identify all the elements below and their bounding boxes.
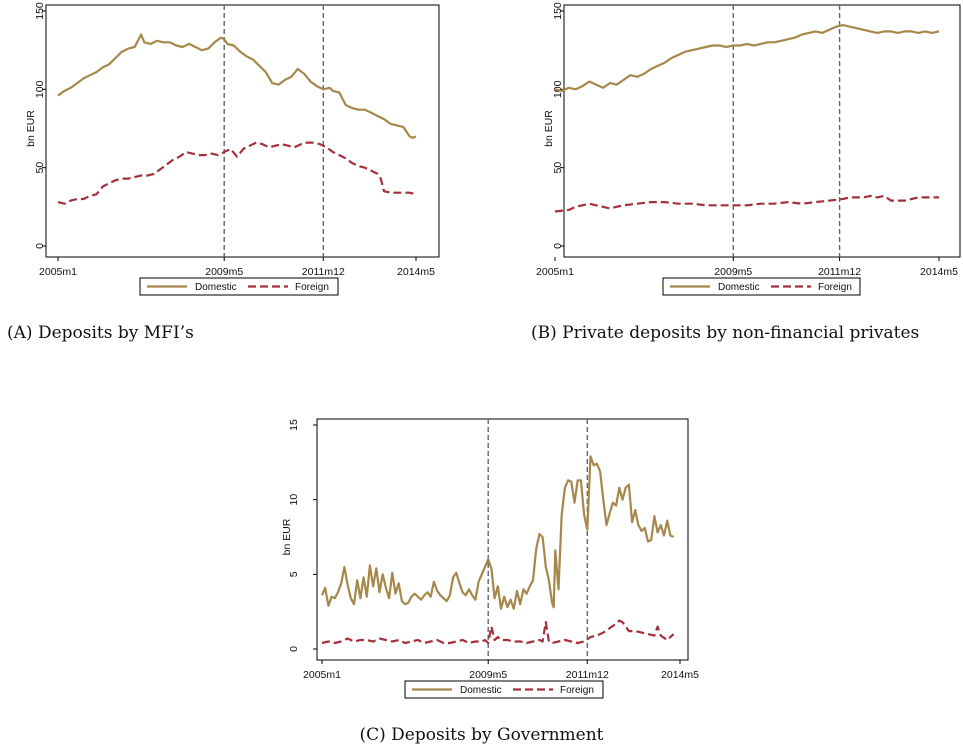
legend-label-domestic-c: Domestic [460,685,502,696]
chart-c-svg: 0 5 10 15 bn EUR 2005m1 2009m5 2011m12 2014m5 Dom… [281,418,699,699]
x-tick-label-b-0: 2005m1 [536,266,574,278]
legend-c: Domestic Foreign [404,680,604,699]
chart-panel-b: 0 50 100 150 bn EUR 2005m1 2009m5 2011m12 2014m5… [522,0,963,300]
legend-label-foreign-b: Foreign [818,282,852,293]
series-line-b-domestic [554,24,940,92]
plot-area-a [45,4,440,258]
caption-b-text: Private deposits by non-financial privat… [562,323,920,343]
x-tick-label-a-1: 2009m5 [205,266,243,278]
caption-a-label: (A) [7,323,33,343]
caption-b-label: (B) [531,323,557,343]
legend-b: Domestic Foreign [662,277,861,296]
caption-a: (A) Deposits by MFI’s [7,321,447,346]
series-line-c-domestic [320,455,675,610]
y-tick-label-c-3: 15 [288,419,300,431]
caption-c: (C) Deposits by Government [0,723,963,748]
y-tick-label-a-3: 150 [34,2,46,20]
y-tick-label-c-2: 10 [288,494,300,506]
x-tick-label-c-0: 2005m1 [303,669,341,681]
caption-b: (B) Private deposits by non-financial pr… [531,321,946,346]
series-line-a-foreign [57,141,417,205]
x-tick-label-c-2: 2011m12 [566,669,609,681]
x-tick-label-a-2: 2011m12 [302,266,345,278]
plot-area-c [316,418,689,661]
caption-c-text: Deposits by Government [391,725,604,745]
legend-box-c [404,680,604,699]
y-tick-label-a-1: 50 [34,162,46,174]
y-axis-label-a: bn EUR [25,110,37,147]
x-tick-label-b-2: 2011m12 [818,266,861,278]
x-tick-label-a-0: 2005m1 [39,266,77,278]
legend-box-a [139,277,339,296]
series-line-b-foreign [554,194,939,213]
y-tick-label-a-0: 0 [34,243,46,249]
legend-label-foreign-a: Foreign [295,282,329,293]
y-tick-label-c-1: 5 [288,571,300,577]
x-tick-label-a-3: 2014m5 [397,266,435,278]
y-axis-label-b: bn EUR [543,110,555,147]
chart-panel-a: 0 50 100 150 bn EUR 2005m1 2009m5 2011m12 2014m5… [0,0,470,300]
caption-a-text: Deposits by MFI’s [37,323,194,343]
plot-area-b [563,4,961,258]
chart-panel-c: 0 5 10 15 bn EUR 2005m1 2009m5 2011m12 2014m5 Dom… [270,405,699,705]
chart-a-svg: 0 50 100 150 bn EUR 2005m1 2009m5 2011m12 2014m5… [25,2,440,296]
y-axis-label-c: bn EUR [281,518,293,555]
series-line-c-foreign [321,619,675,645]
legend-a: Domestic Foreign [139,277,339,296]
caption-c-label: (C) [359,725,386,745]
y-tick-label-c-0: 0 [288,646,300,652]
y-tick-label-b-3: 150 [552,2,564,20]
series-line-a-domestic [57,33,417,139]
legend-label-domestic-b: Domestic [718,282,760,293]
legend-label-foreign-c: Foreign [560,685,594,696]
x-tick-label-b-3: 2014m5 [920,266,958,278]
y-tick-label-b-0: 0 [552,243,564,249]
x-tick-label-c-3: 2014m5 [661,669,699,681]
y-tick-label-a-2: 100 [34,80,46,98]
x-tick-label-c-1: 2009m5 [469,669,507,681]
legend-label-domestic-a: Domestic [195,282,237,293]
y-tick-label-b-1: 50 [552,162,564,174]
x-tick-label-b-1: 2009m5 [714,266,752,278]
legend-box-b [662,277,861,296]
